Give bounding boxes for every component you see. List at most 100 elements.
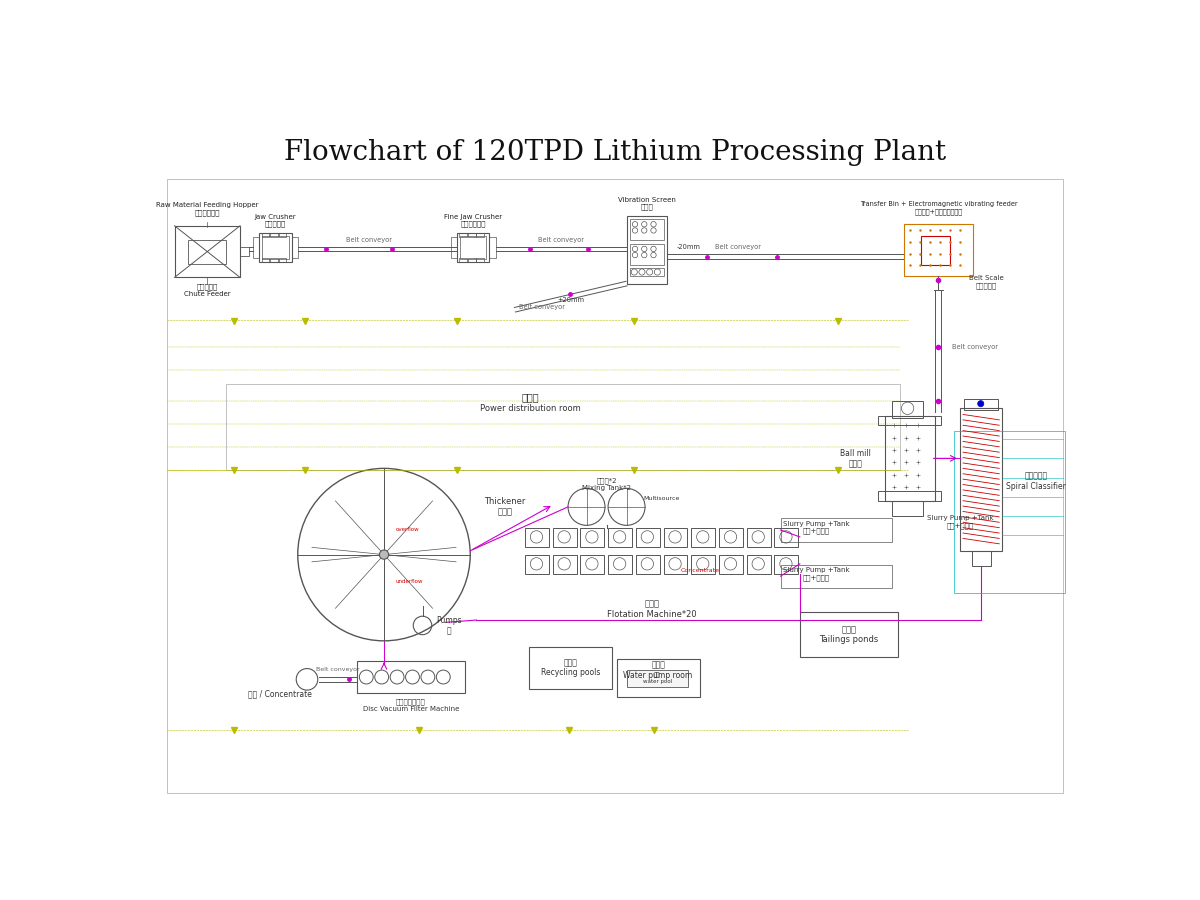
Text: Belt conveyor: Belt conveyor	[346, 237, 391, 243]
Bar	[972, 551, 991, 566]
Bar	[524, 554, 548, 574]
Bar	[490, 237, 496, 258]
Bar	[800, 612, 899, 657]
Bar	[292, 237, 298, 258]
Bar	[878, 416, 941, 425]
Text: Pumps
泵: Pumps 泵	[437, 616, 462, 635]
Text: underflow: underflow	[396, 579, 424, 584]
Bar	[920, 236, 950, 266]
Bar	[774, 527, 798, 547]
Bar	[278, 258, 287, 262]
Bar	[904, 223, 973, 276]
Text: 尾矿池
Tailings ponds: 尾矿池 Tailings ponds	[820, 625, 878, 644]
Bar	[253, 237, 259, 258]
Bar	[226, 383, 900, 470]
Bar	[174, 226, 240, 277]
Bar	[262, 233, 269, 237]
Text: Jaw Crusher
鄂式破碎机: Jaw Crusher 鄂式破碎机	[254, 213, 296, 227]
Text: Raw Material Feeding Hopper
原矿进料料仓: Raw Material Feeding Hopper 原矿进料料仓	[156, 202, 258, 216]
Text: Belt conveyor: Belt conveyor	[715, 245, 761, 250]
Bar	[263, 236, 288, 259]
Text: Slurry Pump +Tank
砂泵+矿浆池: Slurry Pump +Tank 砂泵+矿浆池	[926, 516, 994, 529]
Bar	[893, 500, 923, 516]
Text: Belt conveyor: Belt conveyor	[538, 237, 584, 243]
Text: -20mm: -20mm	[677, 245, 701, 250]
Bar	[780, 564, 893, 588]
Text: Multisource: Multisource	[643, 496, 679, 501]
Text: 搅拌箱*2
Mixing Tank*2: 搅拌箱*2 Mixing Tank*2	[582, 477, 631, 490]
Text: overflow: overflow	[396, 527, 419, 533]
Bar	[636, 554, 660, 574]
Bar	[719, 554, 743, 574]
Text: 盘式真空过滤机
Disc Vacuum Filter Machine: 盘式真空过滤机 Disc Vacuum Filter Machine	[362, 698, 460, 712]
Bar	[581, 554, 605, 574]
Bar	[960, 409, 1002, 551]
Bar	[608, 527, 632, 547]
Text: 螺旋分级机
Spiral Classifier: 螺旋分级机 Spiral Classifier	[1006, 472, 1066, 491]
Bar	[553, 527, 576, 547]
Bar	[457, 233, 490, 262]
Bar	[626, 216, 666, 284]
Bar	[468, 233, 475, 237]
Text: Ball mill
球磨机: Ball mill 球磨机	[840, 449, 871, 468]
Bar	[691, 527, 715, 547]
Bar	[780, 518, 893, 542]
Bar	[608, 554, 632, 574]
Text: Slurry Pump +Tank
砂泵+矿浆池: Slurry Pump +Tank 砂泵+矿浆池	[782, 567, 850, 580]
Text: Vibration Screen
振动筛: Vibration Screen 振动筛	[618, 197, 676, 211]
Bar	[270, 258, 277, 262]
Bar	[529, 647, 612, 689]
Bar	[878, 491, 941, 500]
Bar	[884, 416, 935, 500]
Bar	[240, 247, 250, 256]
Bar	[524, 527, 548, 547]
Bar	[460, 258, 467, 262]
Bar	[270, 233, 277, 237]
Bar	[664, 554, 688, 574]
Text: Power distribution room: Power distribution room	[480, 404, 581, 413]
Bar	[774, 554, 798, 574]
Text: Fine Jaw Crusher
细颚式破碎机: Fine Jaw Crusher 细颚式破碎机	[444, 213, 503, 227]
Bar	[893, 400, 923, 418]
Text: 配电室: 配电室	[522, 392, 539, 401]
Bar	[278, 233, 287, 237]
Text: Concentrate: Concentrate	[680, 568, 719, 572]
Text: 精矿 / Concentrate: 精矿 / Concentrate	[248, 689, 312, 698]
Circle shape	[978, 400, 984, 407]
Bar	[476, 258, 484, 262]
Text: Belt conveyor: Belt conveyor	[316, 667, 360, 671]
Bar	[451, 237, 457, 258]
Text: 水泵室
Water pump room: 水泵室 Water pump room	[624, 661, 692, 680]
Text: Thickener
浓缩机: Thickener 浓缩机	[484, 497, 526, 517]
Bar	[664, 527, 688, 547]
Bar	[617, 659, 700, 698]
Bar	[626, 670, 688, 687]
Bar	[167, 179, 1063, 793]
Text: Belt conveyor: Belt conveyor	[518, 303, 565, 310]
Text: Transfer Bin + Electromagnetic vibrating feeder
中转料仓+电磁振动给料机: Transfer Bin + Electromagnetic vibrating…	[859, 202, 1018, 215]
Bar	[581, 527, 605, 547]
Bar	[746, 554, 770, 574]
Bar	[476, 233, 484, 237]
Bar	[553, 554, 576, 574]
Text: 水池
water pool: 水池 water pool	[643, 673, 672, 684]
Bar	[691, 554, 715, 574]
Text: Flowchart of 120TPD Lithium Processing Plant: Flowchart of 120TPD Lithium Processing P…	[284, 140, 946, 166]
Text: 回收池
Recycling pools: 回收池 Recycling pools	[541, 658, 600, 678]
Bar	[188, 239, 226, 264]
Bar	[719, 527, 743, 547]
Bar	[630, 244, 664, 266]
Text: Slurry Pump +Tank
砂泵+矿浆池: Slurry Pump +Tank 砂泵+矿浆池	[782, 521, 850, 535]
Bar	[259, 233, 292, 262]
Bar	[461, 236, 486, 259]
Bar	[964, 399, 998, 410]
Bar	[746, 527, 770, 547]
Text: Belt conveyor: Belt conveyor	[953, 344, 998, 350]
Bar	[468, 258, 475, 262]
Bar	[358, 661, 464, 693]
Bar	[460, 233, 467, 237]
Bar	[636, 527, 660, 547]
Bar	[630, 219, 664, 240]
Bar	[262, 258, 269, 262]
Bar	[954, 431, 1066, 593]
